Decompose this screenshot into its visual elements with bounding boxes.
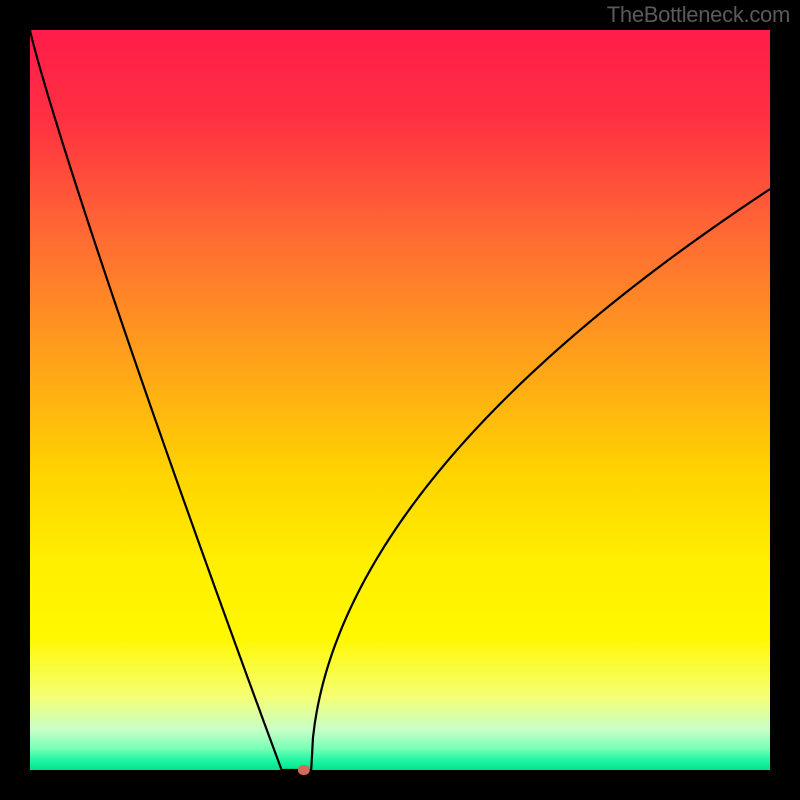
optimal-point-marker — [298, 765, 310, 775]
chart-background-gradient — [30, 30, 770, 770]
chart-canvas: TheBottleneck.com — [0, 0, 800, 800]
bottleneck-v-curve-chart — [0, 0, 800, 800]
